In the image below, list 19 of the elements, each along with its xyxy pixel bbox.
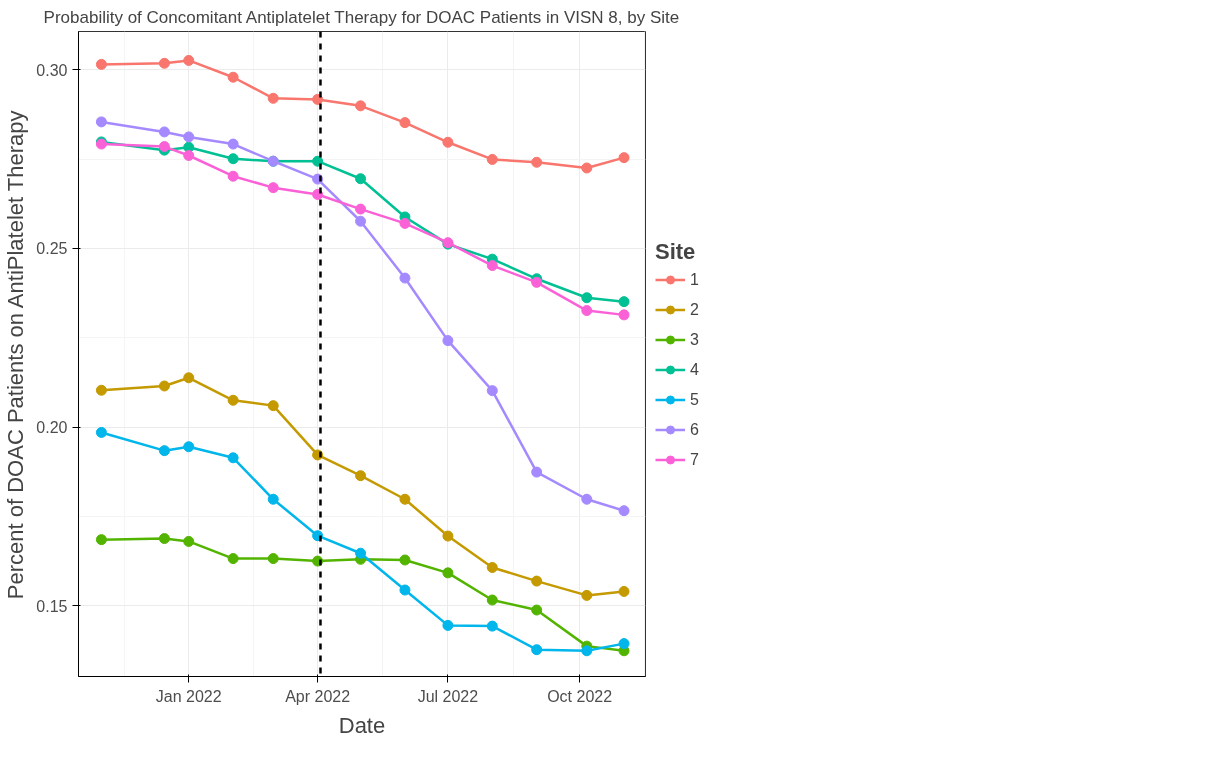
chart-title: Probability of Concomitant Antiplatelet Therapy for DOAC Patients in VISN 8, by Site [43, 7, 680, 27]
x-tick-label: Jan 2022 [155, 687, 222, 705]
y-tick-label: 0.15 [36, 597, 68, 615]
legend-label: 5 [690, 390, 700, 408]
y-tick-label: 0.30 [36, 61, 68, 79]
x-tick-label: Apr 2022 [285, 687, 351, 705]
legend-label: 7 [690, 450, 700, 468]
y-tick-label: 0.20 [36, 419, 68, 437]
y-axis-title: Percent of DOAC Patients on AntiPlatelet Therapy [3, 110, 29, 600]
legend-title: Site [655, 238, 697, 264]
legend-label: 2 [690, 300, 700, 318]
x-axis-title: Date [338, 712, 386, 738]
legend-label: 6 [690, 420, 700, 438]
x-tick-label: Jul 2022 [417, 687, 479, 705]
legend-label: 3 [690, 330, 700, 348]
legend-label: 4 [690, 360, 700, 378]
legend-label: 1 [690, 270, 700, 288]
y-tick-label: 0.25 [36, 240, 68, 258]
x-tick-label: Oct 2022 [547, 687, 613, 705]
